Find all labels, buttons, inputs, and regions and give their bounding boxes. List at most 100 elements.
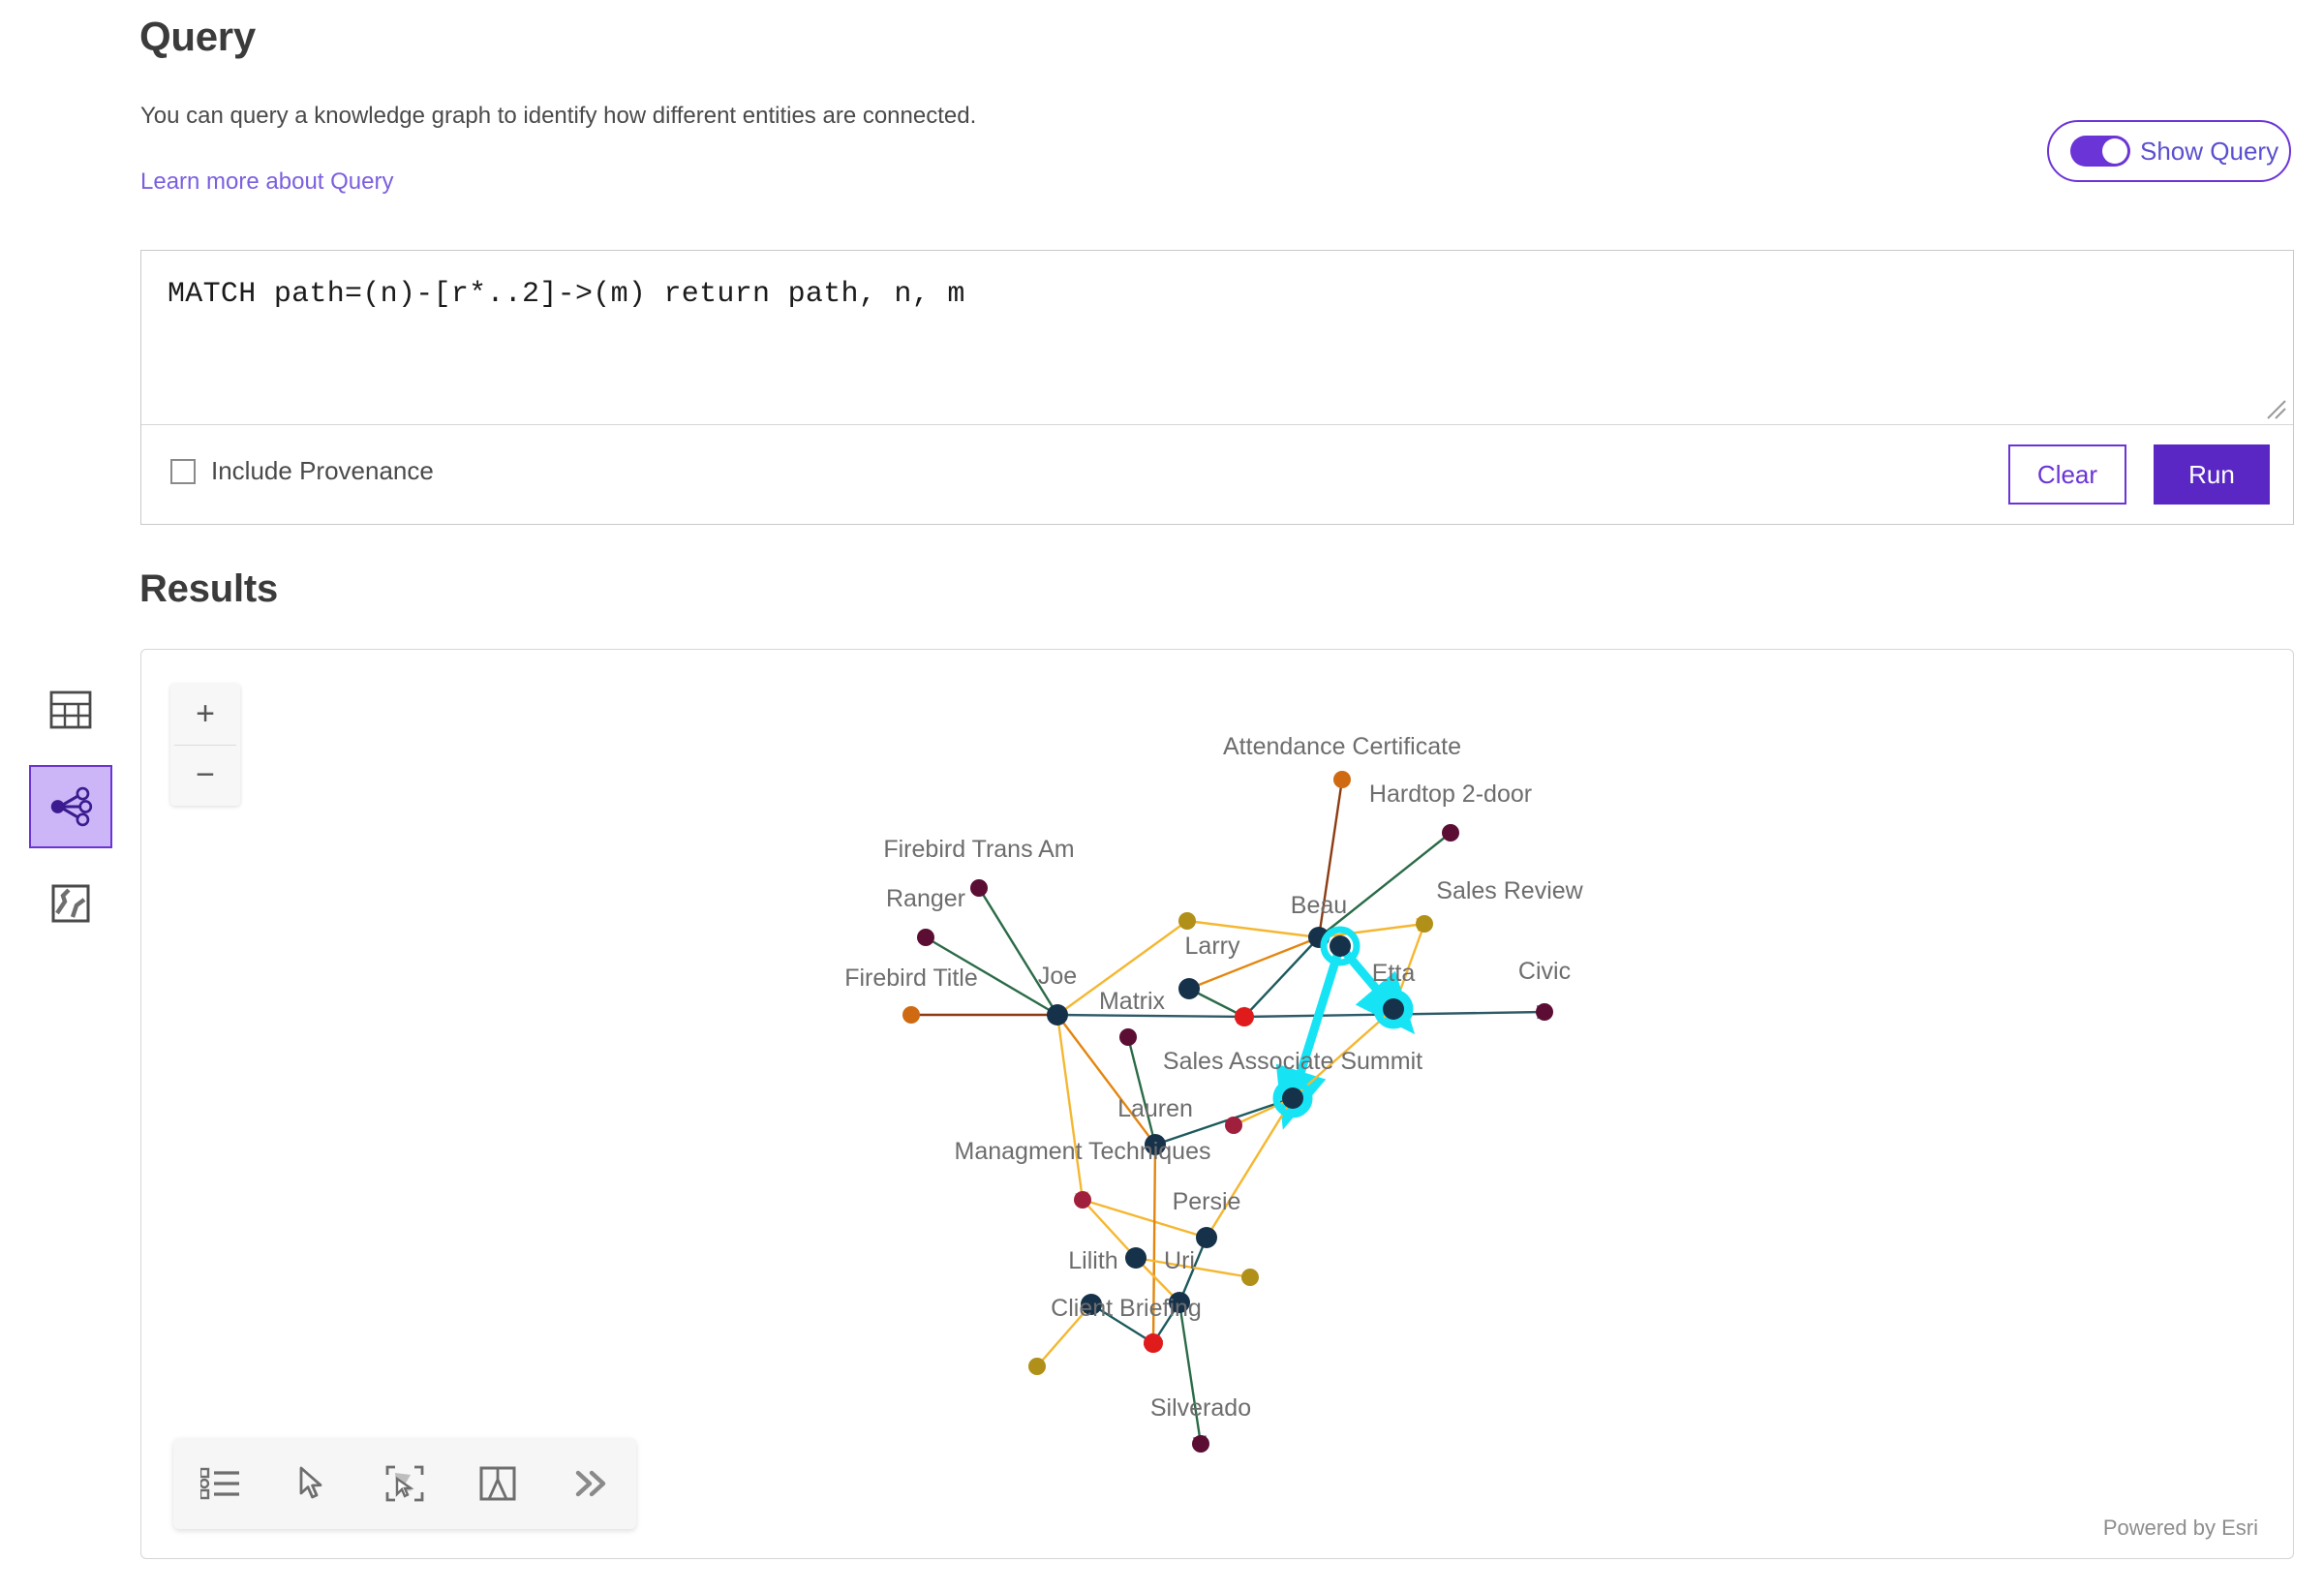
- graph-edge[interactable]: [1056, 1009, 1254, 1025]
- graph-edge[interactable]: [1205, 1090, 1298, 1239]
- esri-credit: Powered by Esri: [2102, 1515, 2258, 1540]
- graph-edge[interactable]: [1082, 1198, 1215, 1242]
- learn-more-link[interactable]: Learn more about Query: [140, 168, 394, 195]
- graph-node[interactable]: [1169, 1292, 1190, 1313]
- graph-node[interactable]: [1047, 1004, 1068, 1026]
- show-query-toggle[interactable]: Show Query: [2047, 120, 2291, 182]
- toggle-knob: [2102, 138, 2127, 164]
- graph-node-label: Silverado: [1150, 1394, 1251, 1422]
- run-button[interactable]: Run: [2154, 444, 2270, 505]
- resize-grip-icon[interactable]: [2262, 395, 2287, 420]
- graph-node[interactable]: [1442, 824, 1459, 842]
- graph-node[interactable]: [1416, 915, 1433, 933]
- graph-edge[interactable]: [1127, 1252, 1251, 1279]
- graph-edge[interactable]: [1090, 1302, 1161, 1348]
- graph-edge[interactable]: [1186, 919, 1329, 944]
- graph-node[interactable]: [1192, 1435, 1209, 1453]
- link-chart-view-button[interactable]: [29, 765, 112, 848]
- graph-edge[interactable]: [1036, 1298, 1098, 1367]
- graph-node-label: Etta: [1372, 960, 1416, 987]
- graph-edge[interactable]: [977, 887, 1062, 1023]
- zoom-out-button[interactable]: −: [170, 746, 240, 807]
- graph-node[interactable]: [1383, 998, 1404, 1020]
- graph-node-label: Firebird Title: [844, 964, 978, 992]
- include-provenance-label: Include Provenance: [211, 456, 434, 485]
- clear-button[interactable]: Clear: [2008, 444, 2126, 505]
- zoom-divider: [174, 744, 236, 746]
- graph-node[interactable]: [1144, 1333, 1163, 1353]
- more-tools-button[interactable]: [543, 1438, 636, 1529]
- graph-node[interactable]: [1028, 1358, 1046, 1375]
- graph-edge[interactable]: [1318, 917, 1434, 939]
- graph-node-label: Matrix: [1099, 988, 1166, 1015]
- table-view-button[interactable]: [29, 668, 112, 751]
- select-button[interactable]: [266, 1438, 359, 1529]
- query-card: Include Provenance Clear Run: [140, 250, 2294, 525]
- toggle-switch[interactable]: [2070, 136, 2130, 167]
- map-view-button[interactable]: [29, 862, 112, 945]
- graph-edge[interactable]: [1154, 1093, 1301, 1147]
- legend-button[interactable]: [173, 1438, 266, 1529]
- graph-edge[interactable]: [1082, 1199, 1143, 1265]
- graph-edge[interactable]: [1055, 1014, 1089, 1209]
- graph-node[interactable]: [1178, 978, 1200, 999]
- graph-node-label: Larry: [1185, 933, 1240, 960]
- graph-node[interactable]: [1178, 912, 1196, 930]
- graph-node[interactable]: [1119, 1028, 1137, 1046]
- graph-node-highlight: [1373, 989, 1414, 1029]
- graph-edge[interactable]: [1056, 1014, 1161, 1152]
- graph-node[interactable]: [1235, 1007, 1254, 1026]
- page-subtitle: You can query a knowledge graph to ident…: [140, 103, 977, 129]
- pointer-icon: [299, 1466, 322, 1499]
- link-chart-canvas[interactable]: Attendance Certificate Hardtop 2-door Fire…: [141, 650, 2293, 1558]
- graph-edge[interactable]: [1275, 941, 1345, 1130]
- graph-edge[interactable]: [1146, 1144, 1161, 1353]
- graph-node-label: Attendance Certificate: [1223, 733, 1461, 760]
- graph-node[interactable]: [1225, 1117, 1242, 1134]
- graph-edge[interactable]: [1126, 1036, 1161, 1153]
- graph-node[interactable]: [902, 1006, 920, 1024]
- graph-node[interactable]: [917, 929, 934, 946]
- zoom-in-button[interactable]: +: [170, 684, 240, 745]
- graph-node[interactable]: [1081, 1294, 1102, 1315]
- graph-node[interactable]: [1536, 1003, 1553, 1021]
- select-area-icon: [385, 1465, 424, 1502]
- graph-edge[interactable]: [1233, 1094, 1301, 1127]
- graph-node-label: Joe: [1038, 963, 1077, 990]
- legend-list-icon: [199, 1467, 239, 1500]
- graph-node-label: Sales Associate Summit: [1163, 1048, 1422, 1075]
- graph-node-label: Client Briefing: [1051, 1295, 1202, 1322]
- graph-edge[interactable]: [1292, 1002, 1400, 1099]
- layout-tree-icon: [479, 1466, 516, 1501]
- include-provenance-row[interactable]: Include Provenance: [170, 456, 434, 486]
- graph-edge[interactable]: [1176, 1237, 1208, 1311]
- graph-edge[interactable]: [1050, 920, 1188, 1021]
- graph-edge[interactable]: [925, 935, 1065, 1020]
- graph-node[interactable]: [1330, 935, 1351, 957]
- query-editor-area: [141, 251, 2293, 425]
- query-input[interactable]: [166, 276, 2199, 392]
- layout-button[interactable]: [451, 1438, 544, 1529]
- graph-node[interactable]: [1241, 1269, 1259, 1286]
- graph-edge[interactable]: [1311, 832, 1452, 943]
- graph-node[interactable]: [1145, 1134, 1166, 1155]
- include-provenance-checkbox[interactable]: [170, 458, 196, 484]
- graph-edge[interactable]: [1312, 779, 1344, 947]
- graph-node[interactable]: [1125, 1247, 1147, 1269]
- graph-node[interactable]: [1333, 771, 1351, 788]
- graph-edge[interactable]: [1238, 936, 1320, 1024]
- link-chart-icon: [50, 786, 93, 827]
- node-label-layer: Attendance Certificate Hardtop 2-door Fire…: [844, 733, 1583, 1422]
- graph-node[interactable]: [1282, 1087, 1303, 1109]
- graph-node[interactable]: [1196, 1227, 1217, 1248]
- graph-edge[interactable]: [1177, 1301, 1207, 1454]
- graph-node-label: Lauren: [1117, 1095, 1193, 1122]
- select-by-area-button[interactable]: [358, 1438, 451, 1529]
- graph-node-label: Beau: [1291, 892, 1347, 919]
- graph-node-label: Firebird Trans Am: [883, 836, 1074, 863]
- zoom-controls: + −: [170, 684, 240, 806]
- graph-edge[interactable]: [1180, 935, 1320, 993]
- graph-node[interactable]: [1074, 1191, 1091, 1209]
- graph-node[interactable]: [970, 879, 988, 897]
- node-layer: [902, 771, 1553, 1453]
